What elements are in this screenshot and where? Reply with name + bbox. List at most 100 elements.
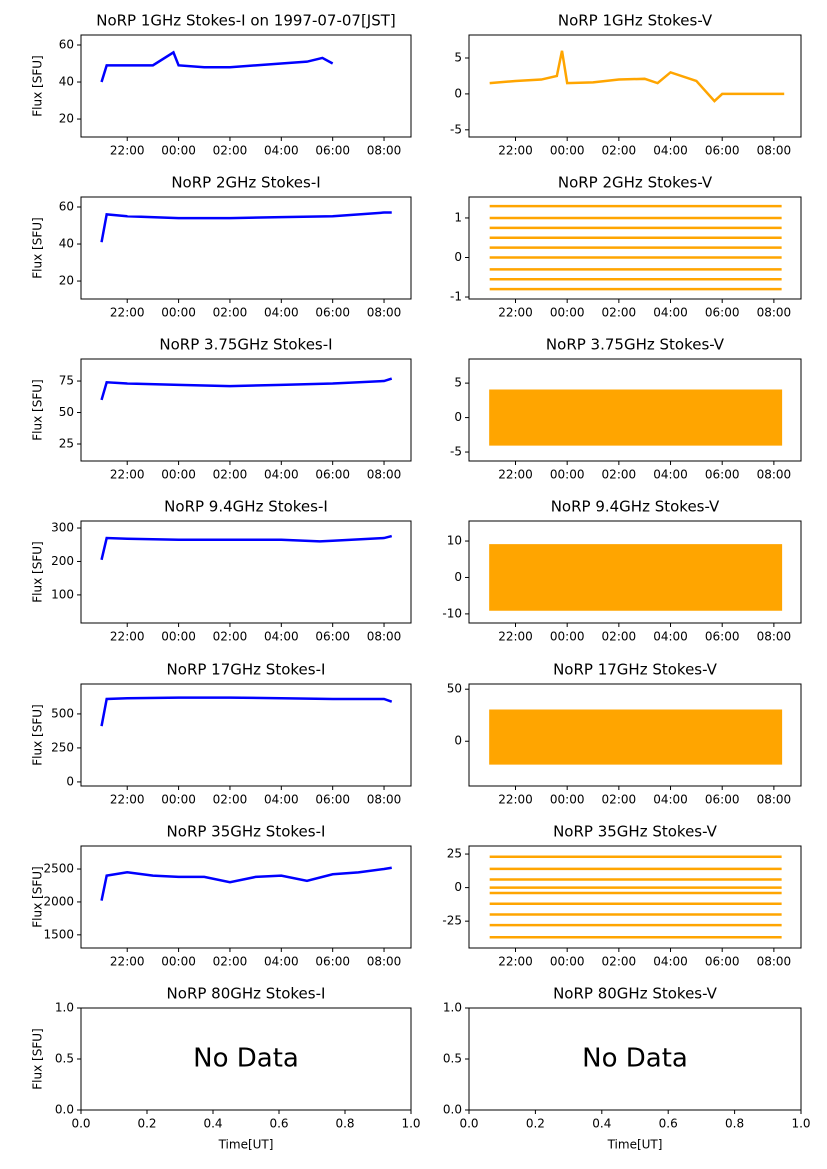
- x-tick-label: 06:00: [705, 793, 740, 807]
- x-tick-label: 22:00: [110, 468, 145, 482]
- y-axis-label: Flux [SFU]: [31, 1028, 45, 1089]
- x-tick-label: 04:00: [264, 630, 299, 644]
- x-tick-label: 04:00: [264, 793, 299, 807]
- x-tick-label: 06:00: [315, 306, 350, 320]
- y-tick-label: 0: [454, 86, 462, 100]
- y-tick-label: 75: [59, 374, 74, 388]
- y-tick-label: 0: [454, 734, 462, 748]
- x-tick-label: 02:00: [602, 793, 637, 807]
- y-tick-label: -25: [442, 914, 462, 928]
- x-tick-label: 04:00: [653, 793, 688, 807]
- x-tick-label: 06:00: [705, 144, 740, 158]
- x-axis-label: Time[UT]: [218, 1138, 274, 1152]
- x-tick-label: 08:00: [757, 793, 792, 807]
- x-tick-label: 08:00: [367, 306, 402, 320]
- y-tick-label: -10: [442, 606, 462, 620]
- series-line: [100, 534, 393, 561]
- x-tick-label: 02:00: [213, 306, 248, 320]
- x-tick-label: 06:00: [705, 468, 740, 482]
- y-tick-label: 0.0: [55, 1103, 74, 1117]
- y-tick-label: 0: [454, 570, 462, 584]
- x-tick-label: 08:00: [367, 630, 402, 644]
- axes-frame: [80, 196, 412, 300]
- x-tick-label: 08:00: [367, 144, 402, 158]
- panel-title: NoRP 80GHz Stokes-V: [553, 985, 718, 1003]
- axes-frame: [80, 1007, 412, 1111]
- y-tick-label: 300: [51, 521, 74, 535]
- x-tick-label: 08:00: [367, 468, 402, 482]
- y-tick-label: 0: [454, 250, 462, 264]
- x-tick-label: 02:00: [602, 630, 637, 644]
- x-tick-label: 00:00: [161, 144, 196, 158]
- x-axis-label: Time[UT]: [607, 1138, 663, 1152]
- annotation: No Data: [582, 1044, 688, 1074]
- axes-frame: [80, 520, 412, 624]
- y-tick-label: 40: [59, 75, 74, 89]
- annotation: No Data: [193, 1044, 299, 1074]
- x-tick-label: 00:00: [550, 468, 585, 482]
- x-tick-label: 1.0: [791, 1117, 810, 1131]
- x-tick-label: 0.4: [203, 1117, 222, 1131]
- axes-frame: [468, 34, 802, 138]
- y-tick-label: 60: [59, 37, 74, 51]
- series-line: [100, 211, 392, 243]
- x-tick-label: 0.2: [137, 1117, 156, 1131]
- y-tick-label: 0: [454, 880, 462, 894]
- x-tick-label: 02:00: [213, 793, 248, 807]
- x-tick-label: 00:00: [161, 793, 196, 807]
- x-tick-label: 0.8: [335, 1117, 354, 1131]
- x-tick-label: 22:00: [498, 955, 533, 969]
- x-tick-label: 06:00: [315, 630, 350, 644]
- panel-title: NoRP 1GHz Stokes-I on 1997-07-07[JST]: [96, 12, 396, 30]
- y-axis-label: Flux [SFU]: [31, 379, 45, 440]
- series-line: [100, 50, 334, 83]
- x-tick-label: 08:00: [757, 630, 792, 644]
- y-tick-label: 1.0: [443, 1001, 462, 1015]
- y-axis-label: Flux [SFU]: [31, 704, 45, 765]
- panel-title: NoRP 1GHz Stokes-V: [558, 12, 713, 30]
- x-tick-label: 0.8: [725, 1117, 744, 1131]
- x-tick-label: 04:00: [653, 955, 688, 969]
- y-tick-label: 1: [454, 210, 462, 224]
- y-tick-label: 10: [447, 534, 462, 548]
- y-axis-label: Flux [SFU]: [31, 541, 45, 602]
- series-line: [489, 50, 785, 103]
- y-tick-label: 1500: [43, 927, 74, 941]
- x-tick-label: 04:00: [264, 306, 299, 320]
- x-tick-label: 22:00: [498, 630, 533, 644]
- x-tick-label: 00:00: [550, 630, 585, 644]
- noise-band: [489, 709, 783, 765]
- x-tick-label: 02:00: [213, 630, 248, 644]
- x-tick-label: 02:00: [602, 144, 637, 158]
- axes-frame: [80, 34, 412, 138]
- x-tick-label: 04:00: [653, 630, 688, 644]
- y-tick-label: 250: [51, 740, 74, 754]
- x-tick-label: 22:00: [110, 630, 145, 644]
- x-tick-label: 22:00: [110, 306, 145, 320]
- y-tick-label: 0: [454, 410, 462, 424]
- y-tick-label: 0: [66, 774, 74, 788]
- y-tick-label: 1.0: [55, 1001, 74, 1015]
- x-tick-label: 06:00: [315, 144, 350, 158]
- y-tick-label: 0.5: [55, 1052, 74, 1066]
- x-tick-label: 04:00: [264, 144, 299, 158]
- series-line: [100, 866, 392, 901]
- y-tick-label: 50: [447, 682, 462, 696]
- x-tick-label: 1.0: [401, 1117, 420, 1131]
- y-tick-label: 5: [454, 50, 462, 64]
- noise-band: [489, 544, 783, 611]
- panel-title: NoRP 35GHz Stokes-V: [553, 823, 718, 841]
- x-tick-label: 04:00: [264, 468, 299, 482]
- x-tick-label: 06:00: [315, 793, 350, 807]
- x-tick-label: 04:00: [653, 468, 688, 482]
- x-tick-label: 02:00: [602, 306, 637, 320]
- x-tick-label: 22:00: [498, 144, 533, 158]
- axes-frame: [468, 358, 802, 462]
- series-line: [100, 377, 393, 401]
- x-tick-label: 06:00: [315, 468, 350, 482]
- axes-frame: [468, 845, 802, 949]
- y-tick-label: -1: [450, 290, 462, 304]
- x-tick-label: 00:00: [550, 793, 585, 807]
